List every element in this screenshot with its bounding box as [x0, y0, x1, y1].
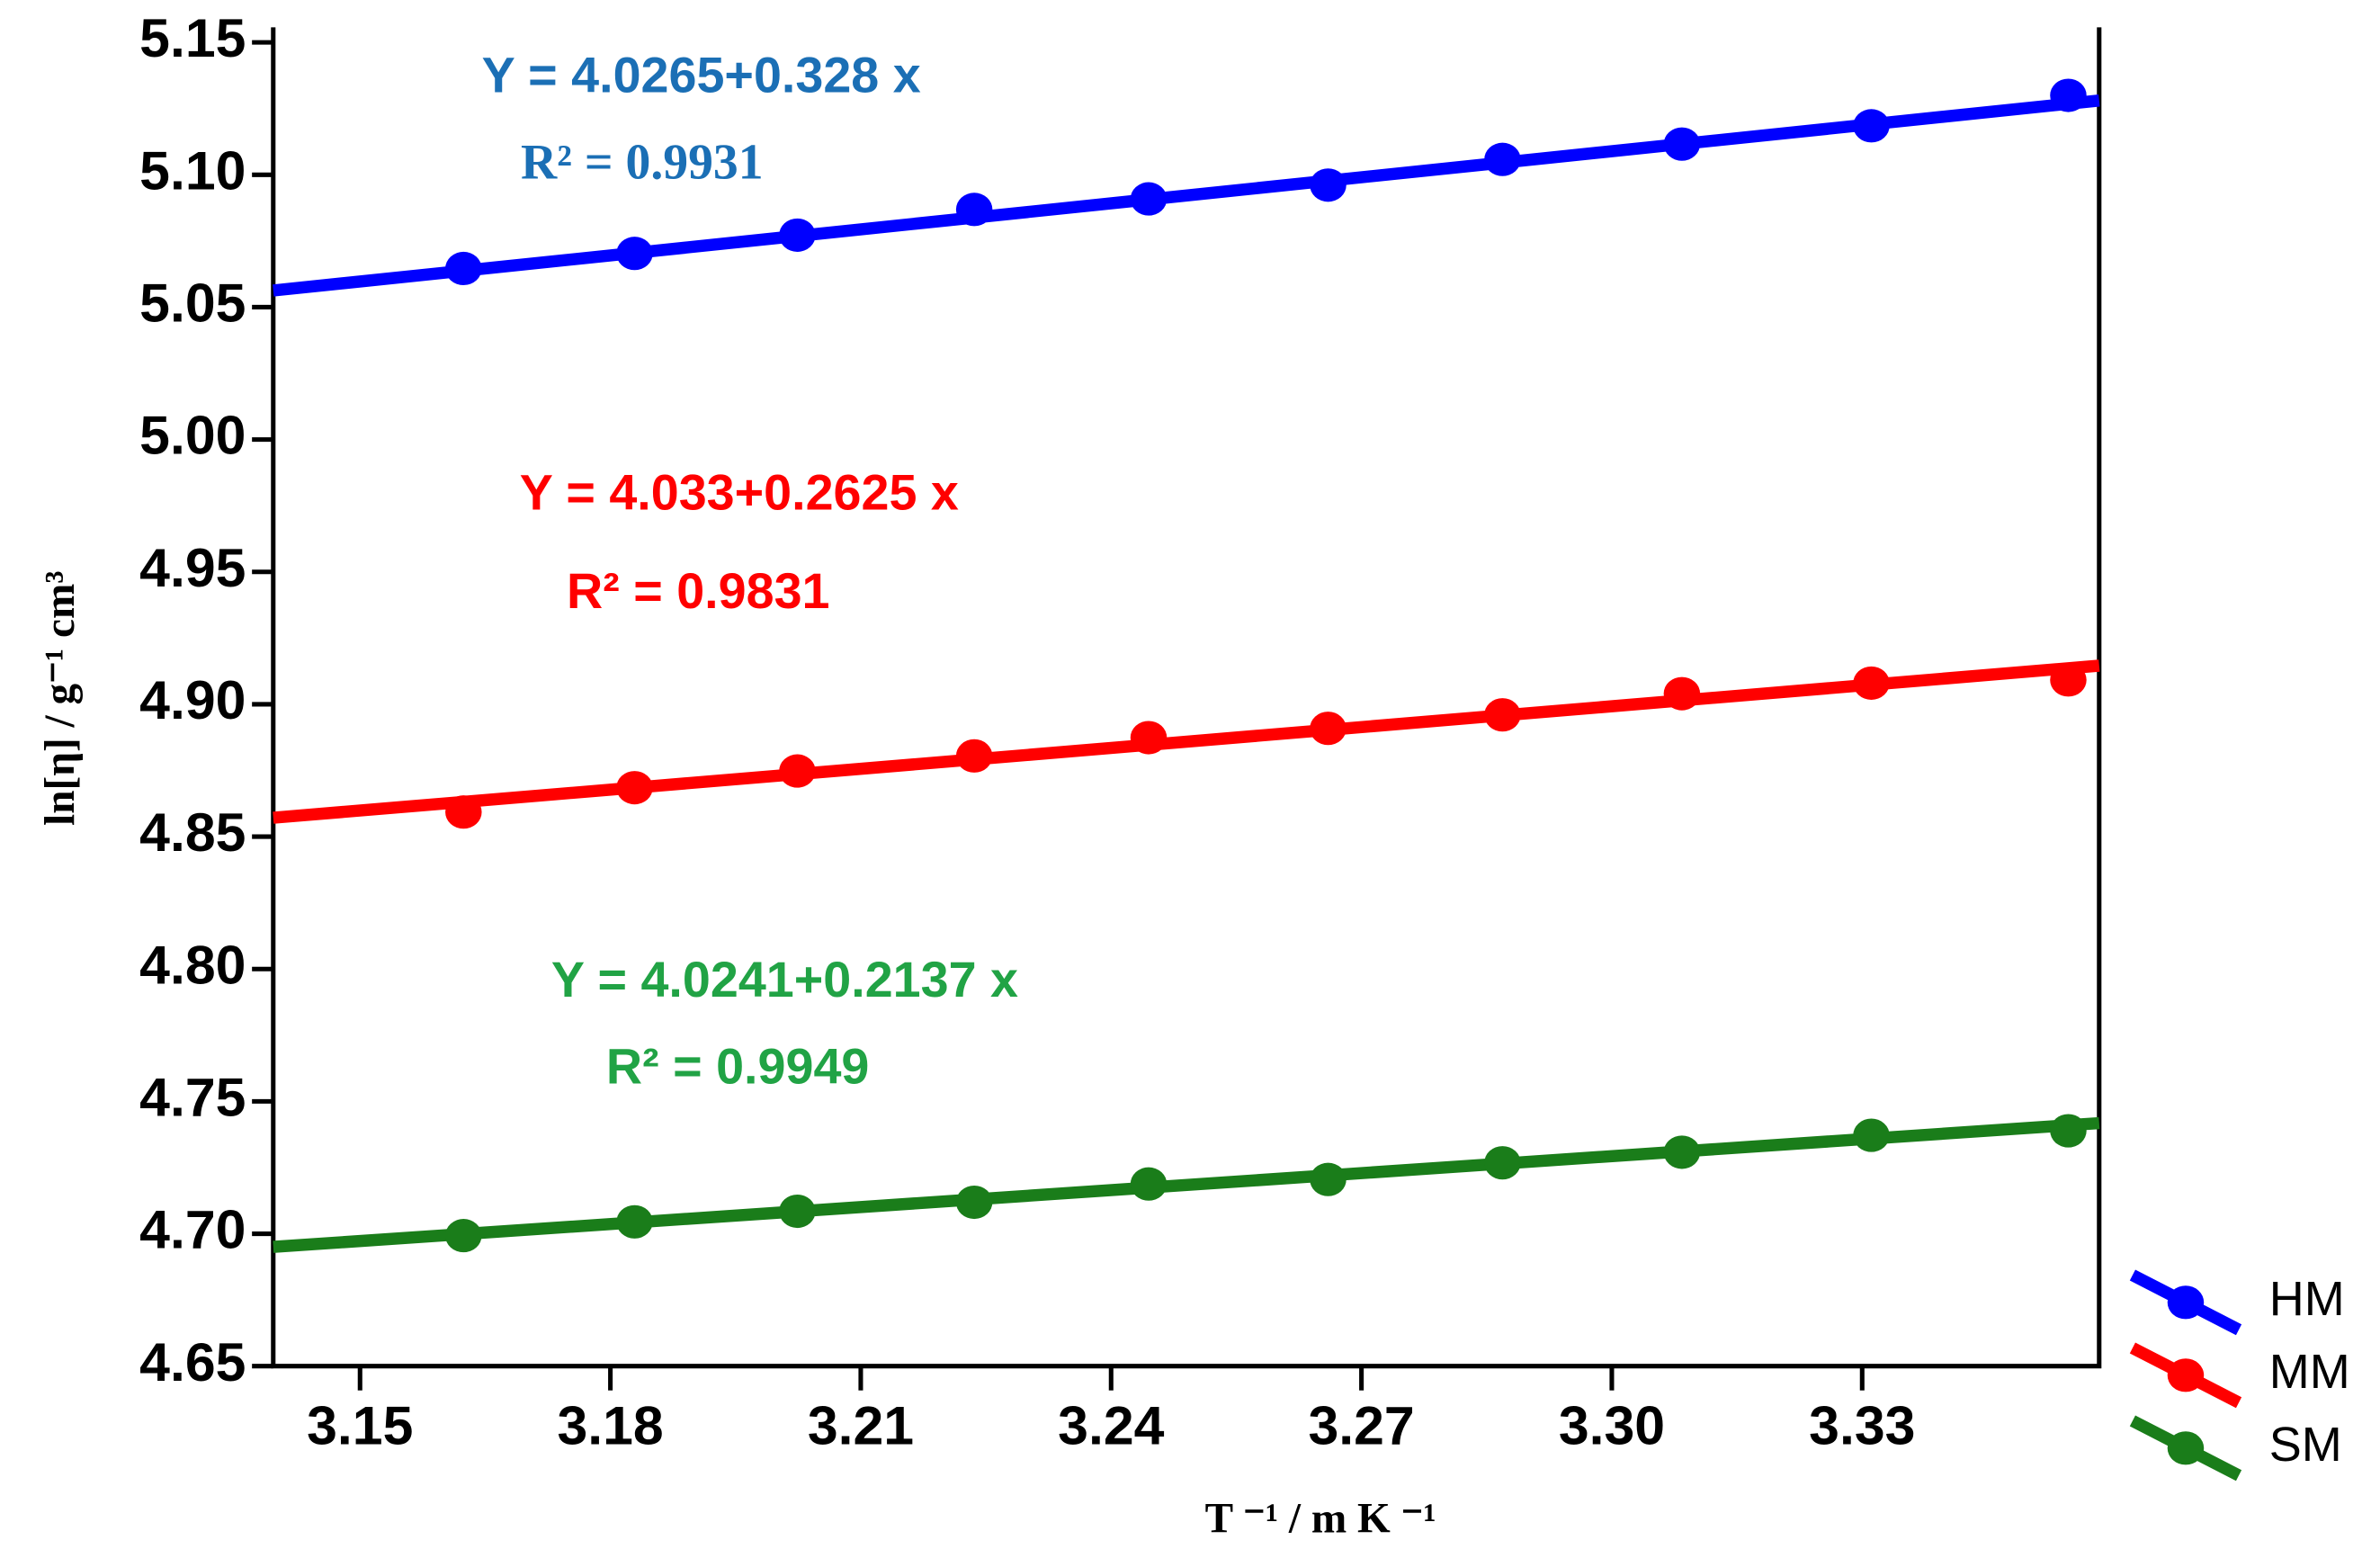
- x-tick-label: 3.21: [808, 1395, 914, 1456]
- legend-marker: [2167, 1431, 2205, 1465]
- r-squared: R² = 0.9949: [606, 1038, 869, 1094]
- data-point: [1484, 1146, 1521, 1180]
- axis-frame: [271, 27, 2102, 1369]
- data-point: [616, 771, 653, 805]
- fit-line: [273, 94, 2100, 297]
- fit-equation: Y = 4.0265+0.328 x: [482, 47, 921, 103]
- r-squared: R² = 0.9931: [521, 134, 764, 190]
- y-axis-label: ln[η] / g⁻¹ cm³: [37, 571, 84, 826]
- data-point: [616, 1204, 653, 1239]
- data-point: [1484, 698, 1521, 732]
- x-tick-label: 3.30: [1559, 1395, 1665, 1456]
- y-tick-label: 4.65: [139, 1331, 246, 1392]
- x-tick-label: 3.24: [1058, 1395, 1164, 1456]
- data-point: [2050, 78, 2087, 112]
- data-point: [2050, 663, 2087, 697]
- y-tick-label: 5.15: [139, 7, 246, 68]
- y-tick-label: 4.70: [139, 1199, 246, 1260]
- data-point: [2050, 1114, 2087, 1148]
- data-point: [779, 218, 816, 252]
- y-tick-label: 5.10: [139, 139, 246, 201]
- data-point: [1663, 676, 1701, 711]
- legend-marker: [2167, 1358, 2205, 1392]
- legend-marker: [2167, 1285, 2205, 1320]
- data-point: [1663, 127, 1701, 161]
- fit-equation: Y = 4.0241+0.2137 x: [551, 952, 1018, 1007]
- data-point: [779, 1194, 816, 1229]
- fit-line: [273, 1116, 2100, 1253]
- y-tick-label: 5.00: [139, 405, 246, 466]
- data-point: [1310, 712, 1347, 746]
- x-tick-label: 3.33: [1809, 1395, 1915, 1456]
- data-point: [445, 251, 482, 286]
- y-tick-label: 5.05: [139, 273, 246, 334]
- data-point: [616, 237, 653, 271]
- y-tick-label: 4.75: [139, 1066, 246, 1127]
- data-point: [1130, 721, 1168, 755]
- y-tick-label: 4.95: [139, 537, 246, 598]
- fit-line: [273, 659, 2100, 824]
- r-squared: R² = 0.9831: [567, 563, 829, 619]
- data-point: [445, 1219, 482, 1253]
- data-point: [1130, 1167, 1168, 1201]
- x-tick-label: 3.15: [307, 1395, 413, 1456]
- data-point: [1310, 168, 1347, 202]
- data-point: [1130, 182, 1168, 216]
- legend-label: HM: [2269, 1272, 2345, 1326]
- legend-label: SM: [2269, 1418, 2342, 1472]
- fit-equation: Y = 4.033+0.2625 x: [520, 464, 959, 520]
- data-point: [1663, 1135, 1701, 1169]
- data-point: [445, 795, 482, 829]
- data-point: [1853, 109, 1890, 143]
- y-tick-label: 4.85: [139, 801, 246, 863]
- data-point: [1853, 1118, 1890, 1152]
- y-tick-label: 4.90: [139, 669, 246, 730]
- data-point: [955, 1185, 993, 1220]
- data-point: [1484, 142, 1521, 176]
- data-point: [1853, 666, 1890, 700]
- y-tick-label: 4.80: [139, 934, 246, 995]
- x-tick-label: 3.27: [1309, 1395, 1415, 1456]
- x-axis-label: T ⁻¹ / m K ⁻¹: [1205, 1495, 1436, 1542]
- data-point: [779, 754, 816, 788]
- data-point: [1310, 1162, 1347, 1196]
- legend-label: MM: [2269, 1345, 2350, 1399]
- data-point: [955, 193, 993, 227]
- x-tick-label: 3.18: [557, 1395, 663, 1456]
- data-point: [955, 739, 993, 773]
